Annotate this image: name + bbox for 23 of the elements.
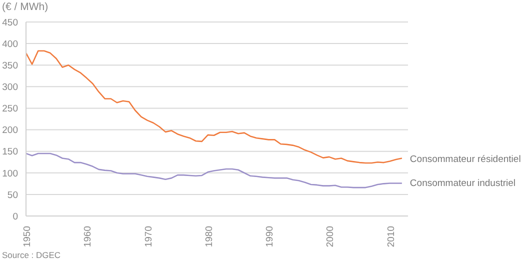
x-tick-label: 2010 bbox=[386, 226, 397, 248]
x-tick-label: 1980 bbox=[204, 226, 215, 248]
x-tick-label: 2000 bbox=[325, 226, 336, 248]
line-series bbox=[26, 152, 403, 188]
y-axis-title: (€ / MWh) bbox=[2, 1, 48, 13]
x-tick-label: 1960 bbox=[82, 226, 94, 248]
y-tick-label: 300 bbox=[2, 82, 18, 94]
x-tick-label: 1970 bbox=[143, 226, 154, 248]
y-tick-label: 200 bbox=[2, 125, 18, 136]
y-tick-label: 350 bbox=[2, 60, 18, 72]
x-tick-label: 1990 bbox=[264, 226, 276, 248]
y-tick-label: 100 bbox=[2, 168, 18, 180]
y-tick-label: 50 bbox=[7, 190, 18, 201]
y-tick-label: 0 bbox=[12, 211, 18, 222]
x-tick-label: 1950 bbox=[22, 226, 33, 248]
source-note: Source : DGEC bbox=[2, 250, 61, 260]
y-tick-label: 400 bbox=[2, 38, 18, 50]
y-tick-label: 150 bbox=[2, 146, 18, 158]
y-tick-label: 250 bbox=[2, 104, 18, 115]
y-tick-label: 450 bbox=[2, 17, 18, 28]
series-label: Consommateur industriel bbox=[410, 178, 516, 190]
series-label: Consommateur résidentiel bbox=[410, 154, 521, 166]
line-series bbox=[26, 50, 403, 164]
